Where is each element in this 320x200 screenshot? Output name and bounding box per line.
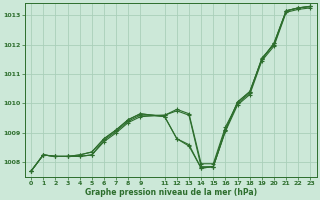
X-axis label: Graphe pression niveau de la mer (hPa): Graphe pression niveau de la mer (hPa): [85, 188, 257, 197]
